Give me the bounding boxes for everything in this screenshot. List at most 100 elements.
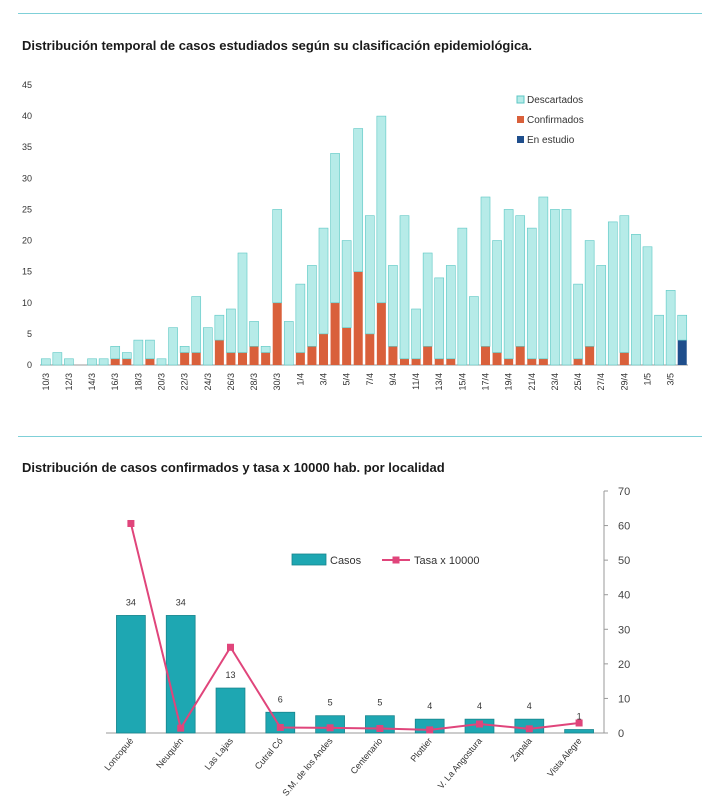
c2-bar-data-label: 6 xyxy=(278,694,283,704)
c2-ytick-label: 60 xyxy=(618,521,630,533)
c2-ytick-label: 40 xyxy=(618,590,630,602)
c1-ytick-label: 15 xyxy=(22,267,32,277)
c1-bar-confirmados xyxy=(376,302,386,365)
c1-xtick-label: 10/3 xyxy=(41,373,51,391)
c1-bar-descartados xyxy=(480,196,491,347)
c2-line-marker xyxy=(476,720,483,728)
c1-bar-descartados xyxy=(214,314,225,341)
c1-ytick-label: 20 xyxy=(22,236,32,246)
c2-bar-casos xyxy=(165,615,196,734)
c1-bar-descartados xyxy=(677,314,688,341)
c1-xtick-label: 1/4 xyxy=(295,373,305,386)
c2-line-marker xyxy=(227,643,234,651)
c1-bar-descartados xyxy=(64,358,74,366)
c1-xtick-label: 23/4 xyxy=(550,373,560,391)
c1-bar-descartados xyxy=(526,227,537,360)
c1-bar-confirmados xyxy=(585,346,595,365)
c1-xtick-label: 18/3 xyxy=(133,373,143,391)
c1-bar-descartados xyxy=(307,265,317,347)
c1-bar-descartados xyxy=(330,153,340,304)
c1-ytick-label: 10 xyxy=(22,298,32,308)
c1-xtick-label: 16/3 xyxy=(110,373,120,391)
c2-line-marker xyxy=(376,725,384,733)
c2-bar-data-label: 5 xyxy=(328,698,333,708)
c1-bar-descartados xyxy=(156,358,167,366)
c1-ytick-label: 45 xyxy=(22,80,32,90)
c2-line-marker xyxy=(426,726,434,734)
c1-legend-swatch xyxy=(517,116,524,123)
c1-ytick-label: 0 xyxy=(27,360,32,370)
c2-line-marker xyxy=(525,725,533,733)
c1-bar-confirmados xyxy=(214,340,224,365)
c2-bar-data-label: 1 xyxy=(577,712,582,722)
c1-bar-descartados xyxy=(191,296,202,353)
c1-bar-confirmados xyxy=(423,346,433,365)
c1-bar-descartados xyxy=(179,346,190,353)
c1-bar-descartados xyxy=(503,209,514,360)
c1-bar-confirmados xyxy=(504,358,514,365)
c1-bar-descartados xyxy=(399,215,410,360)
c1-bar-descartados xyxy=(110,346,121,360)
c1-bar-descartados xyxy=(364,215,375,335)
c2-ytick-label: 0 xyxy=(618,728,624,740)
c1-bar-descartados xyxy=(584,240,595,347)
c1-bar-confirmados xyxy=(295,352,305,365)
c1-bar-confirmados xyxy=(399,358,410,365)
c1-bar-confirmados xyxy=(110,358,120,365)
c2-line-marker xyxy=(177,724,185,732)
c1-xtick-label: 21/4 xyxy=(527,373,537,391)
c1-bar-confirmados xyxy=(307,346,317,365)
c2-bar-casos xyxy=(215,687,246,734)
c1-bar-confirmados xyxy=(353,271,363,365)
c1-bar-confirmados xyxy=(365,333,375,365)
c2-line-marker xyxy=(326,724,334,732)
c1-bar-confirmados xyxy=(434,358,444,365)
c1-bar-descartados xyxy=(665,290,676,366)
c1-bar-confirmados xyxy=(492,352,502,365)
c1-bar-confirmados xyxy=(191,352,201,365)
c2-ytick-label: 20 xyxy=(618,659,630,671)
c1-bar-descartados xyxy=(538,196,549,360)
c1-bar-confirmados xyxy=(446,358,456,365)
c2-ytick-label: 70 xyxy=(618,486,630,498)
c1-bar-descartados xyxy=(283,321,294,366)
c1-ytick-label: 5 xyxy=(27,329,32,339)
c1-bar-descartados xyxy=(642,246,653,366)
c1-bar-confirmados xyxy=(573,358,583,365)
chart1-title: Distribución temporal de casos estudiado… xyxy=(22,38,533,53)
c2-line-marker xyxy=(575,719,583,727)
c1-legend-label: Descartados xyxy=(527,95,583,106)
c1-bar-confirmados xyxy=(411,358,421,365)
c1-bar-descartados xyxy=(202,327,213,366)
c2-line-marker xyxy=(276,723,284,731)
c1-ytick-label: 25 xyxy=(22,204,32,214)
c1-bar-confirmados xyxy=(515,346,525,365)
c2-legend-swatch-casos xyxy=(291,553,327,566)
c1-xtick-label: 25/4 xyxy=(573,373,583,391)
c1-bar-confirmados xyxy=(226,352,236,365)
c2-legend-label-casos: Casos xyxy=(330,555,362,567)
c2-xtick-label: S.M. de los Andes xyxy=(280,735,335,797)
c1-legend-swatch xyxy=(516,95,525,104)
c1-bar-descartados xyxy=(515,215,526,347)
c1-bar-descartados xyxy=(445,265,456,360)
c2-bar-data-label: 4 xyxy=(527,701,532,711)
c1-bar-descartados xyxy=(457,227,468,366)
c1-xtick-label: 7/4 xyxy=(365,373,375,386)
c1-xtick-label: 3/5 xyxy=(666,373,676,386)
c1-bar-descartados xyxy=(596,265,607,366)
c2-bar-data-label: 4 xyxy=(477,701,482,711)
c2-line-marker xyxy=(127,519,135,527)
c1-xtick-label: 20/3 xyxy=(157,373,167,391)
c2-xtick-label: Vista Alegre xyxy=(545,736,583,779)
c1-bar-confirmados xyxy=(330,302,340,365)
c1-xtick-label: 17/4 xyxy=(481,373,491,391)
c1-bar-descartados xyxy=(631,234,641,366)
c1-xtick-label: 11/4 xyxy=(411,373,421,390)
c1-bar-descartados xyxy=(469,296,479,366)
c1-bar-descartados xyxy=(376,115,387,304)
c1-xtick-label: 9/4 xyxy=(388,373,398,386)
c1-bar-confirmados xyxy=(480,346,491,365)
c1-bar-confirmados xyxy=(237,352,248,365)
